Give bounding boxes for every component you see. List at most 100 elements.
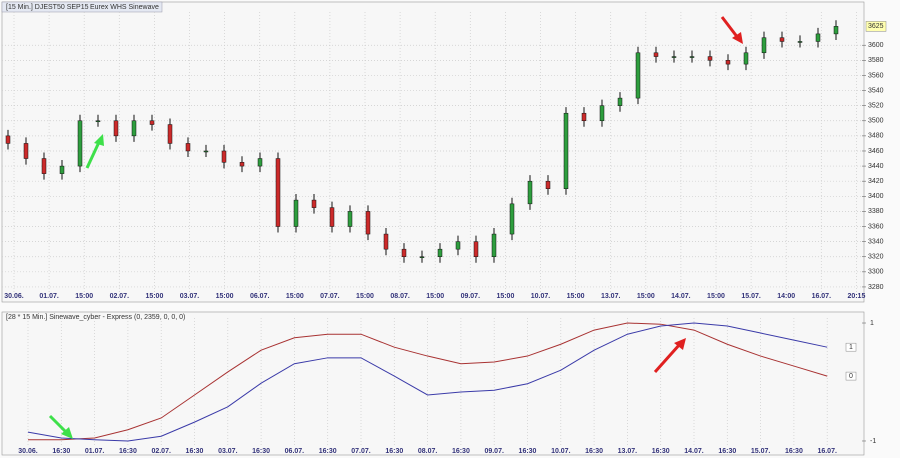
- candle-body: [437, 248, 443, 257]
- x-tick-label: 03.07.: [218, 448, 238, 455]
- candle-body: [509, 203, 515, 235]
- x-tick-label: 15:00: [496, 293, 514, 300]
- x-tick-label: 09.07.: [461, 293, 481, 300]
- candle-body: [257, 158, 263, 167]
- x-tick-label: 16:30: [785, 448, 803, 455]
- x-tick-label: 15.07.: [741, 293, 761, 300]
- x-tick-label: 16:30: [452, 448, 470, 455]
- x-tick-label: 15:00: [637, 293, 655, 300]
- current-value-box: [845, 371, 857, 381]
- x-tick-label: 03.07.: [180, 293, 200, 300]
- x-tick-label: 15:00: [707, 293, 725, 300]
- x-tick-label: 15:00: [75, 293, 93, 300]
- indicator-title: [28 * 15 Min.] Sinewave_cyber - Express …: [6, 314, 185, 321]
- candle-body: [617, 97, 623, 106]
- x-tick-label: 15:00: [216, 293, 234, 300]
- candle-body: [491, 233, 497, 257]
- x-tick-label: 10.07.: [551, 448, 571, 455]
- arrow: [720, 16, 740, 39]
- last-price-box: [865, 21, 887, 32]
- arrow-head: [674, 338, 686, 350]
- candle-body: [671, 56, 677, 58]
- x-tick-label: 01.07.: [39, 293, 59, 300]
- y-tick-label: 3400: [868, 193, 884, 200]
- candle-body: [113, 120, 119, 137]
- y-tick-label: -1: [870, 438, 876, 445]
- y-tick-label: 3340: [868, 238, 884, 245]
- x-tick-label: 14.07.: [671, 293, 691, 300]
- candle-body: [563, 112, 569, 189]
- candle-body: [347, 211, 353, 227]
- x-tick-label: 14:00: [777, 293, 795, 300]
- y-tick-label: 3600: [868, 42, 884, 49]
- x-tick-label: 20:15: [847, 293, 865, 300]
- x-tick-label: 06.07.: [285, 448, 305, 455]
- y-tick-label: 3460: [868, 148, 884, 155]
- x-tick-label: 01.07.: [85, 448, 105, 455]
- candle-body: [419, 256, 425, 258]
- candle-body: [311, 199, 317, 208]
- arrow: [85, 139, 102, 169]
- x-tick-label: 13.07.: [618, 448, 638, 455]
- x-tick-label: 15:00: [426, 293, 444, 300]
- arrow-head: [61, 427, 73, 439]
- x-tick-label: 16:30: [319, 448, 337, 455]
- candle-body: [329, 207, 335, 227]
- x-tick-label: 06.07.: [250, 293, 270, 300]
- candle-body: [293, 199, 299, 227]
- x-tick-label: 16:30: [119, 448, 137, 455]
- x-tick-label: 10.07.: [531, 293, 551, 300]
- price-panel: [1, 1, 865, 303]
- last-price-label: 3625: [868, 23, 884, 30]
- indicator-line: [27, 322, 828, 442]
- x-tick-label: 16:30: [718, 448, 736, 455]
- candle-body: [59, 165, 65, 174]
- x-tick-label: 30.06.: [4, 293, 24, 300]
- x-tick-label: 08.07.: [418, 448, 438, 455]
- title-tab: [1, 1, 163, 13]
- x-tick-label: 16:30: [385, 448, 403, 455]
- x-tick-label: 16:30: [652, 448, 670, 455]
- y-tick-label: 3420: [868, 178, 884, 185]
- candle-body: [725, 60, 731, 65]
- candle-body: [635, 52, 641, 99]
- candle-body: [689, 56, 695, 58]
- candle-body: [131, 120, 137, 137]
- candle-body: [527, 180, 533, 205]
- candle-body: [365, 211, 371, 235]
- y-tick-label: 3360: [868, 223, 884, 230]
- x-tick-label: 15:00: [145, 293, 163, 300]
- candle-body: [5, 135, 11, 144]
- candle-body: [167, 124, 173, 144]
- y-tick-label: 3560: [868, 72, 884, 79]
- candle-body: [41, 158, 47, 174]
- candle-body: [185, 143, 191, 152]
- y-tick-label: 3540: [868, 87, 884, 94]
- y-tick-label: 3300: [868, 269, 884, 276]
- x-tick-label: 14.07.: [684, 448, 704, 455]
- y-tick-label: 3500: [868, 118, 884, 125]
- x-tick-label: 07.07.: [320, 293, 340, 300]
- candle-body: [23, 143, 29, 159]
- y-tick-label: 1: [870, 320, 874, 327]
- candle-body: [473, 241, 479, 257]
- y-tick-label: 3380: [868, 208, 884, 215]
- candle-body: [149, 120, 155, 125]
- candle-body: [455, 241, 461, 250]
- candle-body: [545, 180, 551, 189]
- arrow-head: [732, 32, 743, 44]
- indicator-panel: [1, 311, 865, 456]
- candle-body: [383, 233, 389, 250]
- x-tick-label: 16:30: [585, 448, 603, 455]
- x-tick-label: 02.07.: [110, 293, 130, 300]
- arrow-head: [94, 134, 104, 146]
- x-tick-label: 16:30: [519, 448, 537, 455]
- x-tick-label: 16.07.: [817, 448, 837, 455]
- candle-body: [599, 105, 605, 122]
- annotation-arrows: [48, 16, 743, 439]
- y-tick-label: 3280: [868, 284, 884, 291]
- current-value-label: 0: [849, 373, 853, 380]
- current-value-label: 1: [849, 344, 853, 351]
- chart-subtitle: Eurex WHS Sinewave: [90, 4, 159, 11]
